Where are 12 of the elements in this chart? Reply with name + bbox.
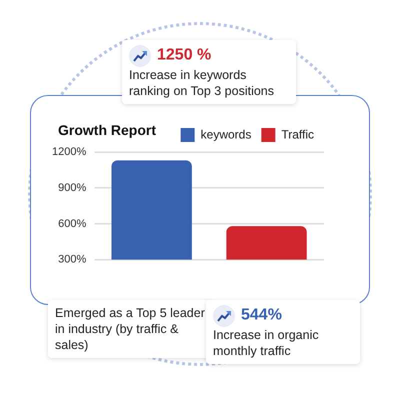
y-tick-label: 600% xyxy=(58,218,86,230)
text: Emerged as a Top 5 leader in industry (by traffic & sales) xyxy=(55,305,205,353)
chart-title: Growth Report xyxy=(58,122,156,138)
text: Increase in keywords ranking on Top 3 positions xyxy=(129,67,276,99)
legend-label: keywords xyxy=(200,127,252,142)
y-tick-label: 1200% xyxy=(52,146,86,158)
text: 1250 % xyxy=(157,46,212,64)
text: 544% xyxy=(241,306,282,324)
legend-label: Traffic xyxy=(281,127,314,142)
text: Increase in organic monthly traffic xyxy=(213,327,320,359)
y-tick-label: 900% xyxy=(58,182,86,194)
y-tick-label: 300% xyxy=(58,254,86,266)
